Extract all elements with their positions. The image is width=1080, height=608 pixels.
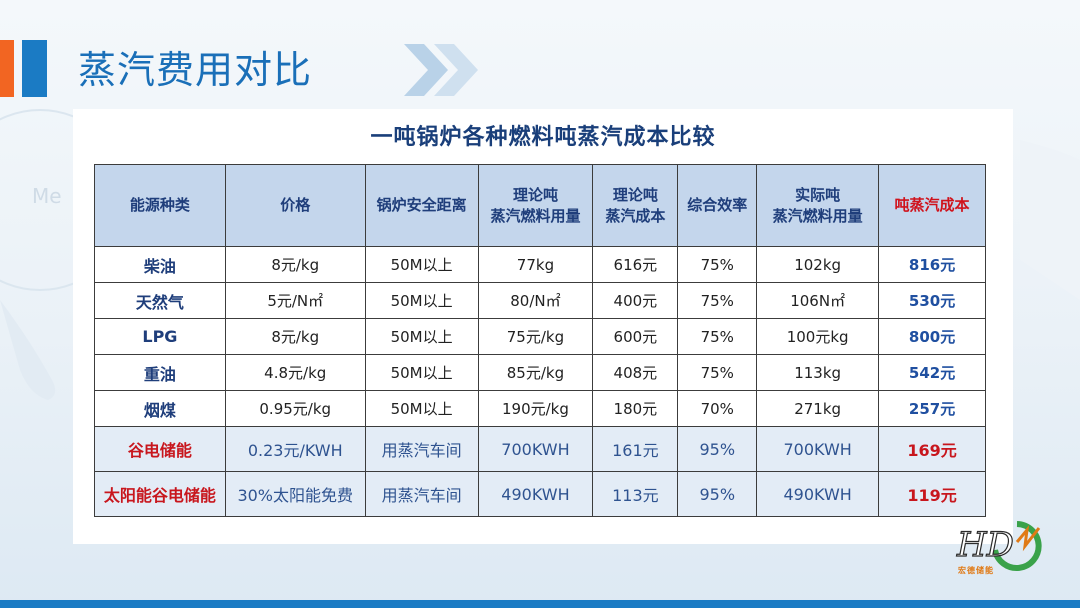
- table-cell: 用蒸汽车间: [364, 426, 479, 472]
- row-energy-type: 烟煤: [94, 390, 226, 427]
- steam-cost-cell: 257元: [878, 390, 986, 427]
- table-cell: 180元: [592, 390, 679, 427]
- table-cell: 8元/kg: [224, 318, 366, 355]
- header-energy-type: 能源种类: [94, 164, 226, 247]
- table-cell: 190元/kg: [477, 390, 594, 427]
- table-title: 一吨锅炉各种燃料吨蒸汽成本比较: [370, 125, 716, 150]
- company-logo: HD: [955, 521, 1042, 571]
- table-cell: 102kg: [756, 246, 880, 283]
- steam-cost-cell: 542元: [878, 354, 986, 391]
- header-actual-fuel: 实际吨 蒸汽燃料用量: [756, 164, 880, 247]
- table-header-row: 能源种类 价格 锅炉安全距离 理论吨 蒸汽燃料用量 理论吨 蒸汽成本 综合效率 实际…: [94, 164, 986, 247]
- table-cell: 50M以上: [364, 246, 479, 283]
- table-cell: 616元: [592, 246, 679, 283]
- table-cell: 80/N㎡: [477, 282, 594, 319]
- svg-text:Me: Me: [32, 184, 62, 208]
- header-theoretical-fuel: 理论吨 蒸汽燃料用量: [477, 164, 594, 247]
- title-accent-blue: [22, 40, 47, 97]
- table-cell: 95%: [677, 471, 758, 517]
- table-cell: 161元: [592, 426, 679, 472]
- table-cell: 5元/N㎡: [224, 282, 366, 319]
- steam-cost-cell: 169元: [878, 426, 986, 472]
- table-cell: 113元: [592, 471, 679, 517]
- table-cell: 400元: [592, 282, 679, 319]
- steam-cost-cell: 530元: [878, 282, 986, 319]
- table-cell: 95%: [677, 426, 758, 472]
- table-cell: 用蒸汽车间: [364, 471, 479, 517]
- table-row: 太阳能谷电储能 30%太阳能免费 用蒸汽车间 490KWH 113元 95% 490KWH 1…: [94, 471, 986, 517]
- logo-subtitle: 宏德储能: [958, 566, 994, 575]
- table-row: LPG 8元/kg 50M以上 75元/kg 600元 75% 100元kg 800元: [94, 318, 986, 355]
- table-cell: 50M以上: [364, 354, 479, 391]
- table-cell: 8元/kg: [224, 246, 366, 283]
- table-row: 柴油 8元/kg 50M以上 77kg 616元 75% 102kg 816元: [94, 246, 986, 283]
- table-cell: 75%: [677, 318, 758, 355]
- table-cell: 30%太阳能免费: [224, 471, 366, 517]
- table-row: 烟煤 0.95元/kg 50M以上 190元/kg 180元 70% 271kg 257元: [94, 390, 986, 427]
- table-cell: 50M以上: [364, 282, 479, 319]
- table-row: 天然气 5元/N㎡ 50M以上 80/N㎡ 400元 75% 106N㎡ 530元: [94, 282, 986, 319]
- header-steam-cost: 吨蒸汽成本: [878, 164, 986, 247]
- table-cell: 0.95元/kg: [224, 390, 366, 427]
- table-cell: 113kg: [756, 354, 880, 391]
- svg-text:HD: HD: [956, 525, 1014, 565]
- table-cell: 85元/kg: [477, 354, 594, 391]
- bottom-bar: [0, 600, 1080, 608]
- table-row: 谷电储能 0.23元/KWH 用蒸汽车间 700KWH 161元 95% 700KWH 169…: [94, 426, 986, 472]
- row-energy-type: 天然气: [94, 282, 226, 319]
- cost-comparison-table: 能源种类 价格 锅炉安全距离 理论吨 蒸汽燃料用量 理论吨 蒸汽成本 综合效率 实际…: [94, 164, 986, 517]
- row-energy-type: 谷电储能: [94, 426, 226, 472]
- table-cell: 4.8元/kg: [224, 354, 366, 391]
- table-cell: 70%: [677, 390, 758, 427]
- header-safety-distance: 锅炉安全距离: [364, 164, 479, 247]
- chevron-right-icon: [404, 44, 478, 96]
- table-cell: 700KWH: [756, 426, 880, 472]
- table-cell: 75%: [677, 354, 758, 391]
- row-energy-type: 柴油: [94, 246, 226, 283]
- table-cell: 0.23元/KWH: [224, 426, 366, 472]
- row-energy-type: 太阳能谷电储能: [94, 471, 226, 517]
- table-cell: 408元: [592, 354, 679, 391]
- steam-cost-cell: 800元: [878, 318, 986, 355]
- table-cell: 490KWH: [477, 471, 594, 517]
- table-cell: 77kg: [477, 246, 594, 283]
- comparison-panel: 一吨锅炉各种燃料吨蒸汽成本比较 能源种类 价格 锅炉安全距离 理论吨 蒸汽燃料用量…: [73, 109, 1013, 544]
- slide-title: 蒸汽费用对比: [78, 48, 313, 92]
- table-cell: 75元/kg: [477, 318, 594, 355]
- table-cell: 75%: [677, 282, 758, 319]
- steam-cost-cell: 816元: [878, 246, 986, 283]
- table-cell: 100元kg: [756, 318, 880, 355]
- title-accent-orange: [0, 40, 14, 97]
- row-energy-type: 重油: [94, 354, 226, 391]
- table-cell: 700KWH: [477, 426, 594, 472]
- table-cell: 271kg: [756, 390, 880, 427]
- table-cell: 50M以上: [364, 390, 479, 427]
- steam-cost-cell: 119元: [878, 471, 986, 517]
- table-cell: 600元: [592, 318, 679, 355]
- table-row: 重油 4.8元/kg 50M以上 85元/kg 408元 75% 113kg 542元: [94, 354, 986, 391]
- header-theoretical-cost: 理论吨 蒸汽成本: [592, 164, 679, 247]
- table-cell: 106N㎡: [756, 282, 880, 319]
- table-cell: 50M以上: [364, 318, 479, 355]
- row-energy-type: LPG: [94, 318, 226, 355]
- header-efficiency: 综合效率: [677, 164, 758, 247]
- table-cell: 490KWH: [756, 471, 880, 517]
- table-cell: 75%: [677, 246, 758, 283]
- header-price: 价格: [224, 164, 366, 247]
